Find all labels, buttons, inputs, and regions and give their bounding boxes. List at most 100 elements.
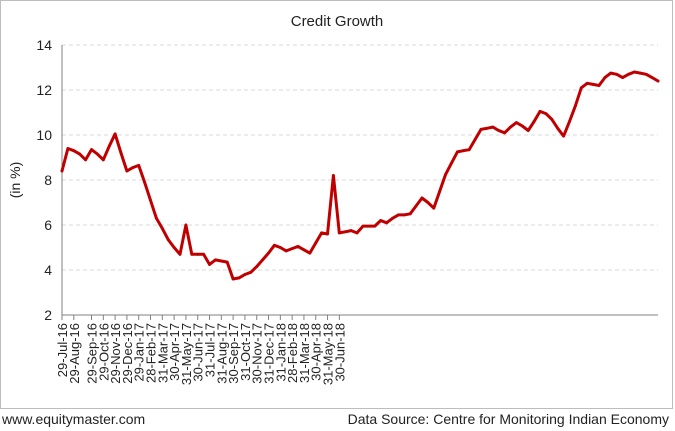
data-point xyxy=(408,212,412,216)
data-point xyxy=(178,252,182,256)
data-point xyxy=(461,149,465,153)
data-source-note: Data Source: Centre for Monitoring India… xyxy=(347,411,669,427)
x-tick-label: 29-Jan-17 xyxy=(132,323,147,382)
data-point xyxy=(562,134,565,138)
data-point xyxy=(515,121,518,124)
data-point xyxy=(556,126,560,130)
data-point xyxy=(131,166,135,170)
data-point xyxy=(603,76,607,79)
data-point xyxy=(78,152,82,156)
data-point xyxy=(143,180,147,184)
x-tick-label: 28-Feb-18 xyxy=(285,323,300,383)
data-point xyxy=(385,221,388,225)
site-url[interactable]: www.equitymaster.com xyxy=(2,411,146,427)
data-point xyxy=(491,125,495,129)
x-tick-label: 29-Jul-16 xyxy=(55,323,70,377)
data-point xyxy=(526,129,530,132)
chart-title: Credit Growth xyxy=(291,13,384,30)
y-tick-label: 14 xyxy=(36,37,52,53)
data-point xyxy=(202,252,206,256)
data-point xyxy=(520,124,524,128)
data-point xyxy=(137,164,141,167)
x-tick-label: 29-Sep-16 xyxy=(85,323,100,384)
data-point xyxy=(349,229,353,233)
gridlines xyxy=(62,44,658,271)
data-point xyxy=(290,247,294,251)
y-tick-label: 6 xyxy=(44,217,52,233)
x-tick-label: 31-Aug-17 xyxy=(214,323,229,384)
data-point xyxy=(497,129,501,132)
data-point xyxy=(391,216,394,220)
data-point xyxy=(225,260,229,264)
data-point xyxy=(450,161,453,165)
x-tick-label: 29-Oct-16 xyxy=(96,323,111,381)
data-point xyxy=(615,72,619,76)
data-point xyxy=(591,83,595,86)
data-point xyxy=(479,127,483,131)
data-point xyxy=(273,243,276,247)
data-point xyxy=(337,231,341,235)
data-point xyxy=(155,216,158,220)
y-tick-label: 4 xyxy=(44,262,52,278)
data-point xyxy=(107,144,111,148)
data-point xyxy=(332,174,335,177)
data-point xyxy=(544,112,548,115)
data-point xyxy=(160,227,164,230)
data-point xyxy=(172,246,176,249)
data-point xyxy=(367,224,371,228)
data-point xyxy=(90,148,93,152)
data-point xyxy=(414,204,418,208)
data-point xyxy=(444,173,447,176)
data-point xyxy=(219,259,223,263)
x-tick-label: 31-Dec-17 xyxy=(262,323,277,384)
data-point xyxy=(627,72,630,76)
x-tick-label: 29-Aug-16 xyxy=(67,323,82,384)
x-tick-label: 31-Jul-17 xyxy=(203,323,218,377)
data-point xyxy=(432,206,436,210)
data-point xyxy=(355,231,359,235)
y-tick-label: 2 xyxy=(44,307,52,323)
data-point xyxy=(509,125,512,129)
data-point xyxy=(278,246,282,249)
data-point xyxy=(361,224,365,228)
x-tick-label: 29-Nov-16 xyxy=(108,323,123,384)
data-point xyxy=(60,169,64,173)
data-point xyxy=(420,196,424,200)
y-tick-label: 8 xyxy=(44,172,52,188)
x-tick-label: 30-Apr-17 xyxy=(167,323,182,381)
data-point xyxy=(438,189,442,193)
data-point xyxy=(184,223,188,227)
data-point xyxy=(633,70,636,74)
data-point xyxy=(208,263,211,266)
data-point xyxy=(190,252,194,256)
x-tick-label: 31-Mar-18 xyxy=(297,323,312,383)
data-point xyxy=(574,104,577,108)
data-point xyxy=(113,132,117,136)
data-point xyxy=(84,158,87,162)
data-point xyxy=(166,238,170,242)
data-point xyxy=(284,249,288,253)
credit-growth-chart: Credit Growth (in %) 2 4 6 8 10 12 14 29-Jul-1… xyxy=(7,13,660,385)
data-point xyxy=(597,84,601,87)
data-point xyxy=(72,149,76,153)
series-group xyxy=(60,70,660,281)
y-axis-label: (in %) xyxy=(7,162,23,199)
y-tick-label: 10 xyxy=(36,127,52,143)
data-point xyxy=(538,110,542,113)
x-tick-label: 30-Jun-17 xyxy=(191,323,206,382)
x-tick-label: 31-May-18 xyxy=(321,323,336,385)
data-point xyxy=(96,152,99,156)
data-point xyxy=(125,169,129,173)
y-tick-label: 12 xyxy=(36,82,52,98)
data-point xyxy=(503,131,506,135)
data-point xyxy=(609,71,613,75)
x-tick-label: 31-Jan-18 xyxy=(273,323,288,382)
data-point xyxy=(320,231,323,235)
data-point xyxy=(550,117,554,121)
data-point xyxy=(343,230,347,234)
data-point xyxy=(456,150,459,154)
data-point xyxy=(621,76,624,79)
x-tick-label: 31-Mar-17 xyxy=(155,323,170,383)
data-point xyxy=(308,251,312,255)
